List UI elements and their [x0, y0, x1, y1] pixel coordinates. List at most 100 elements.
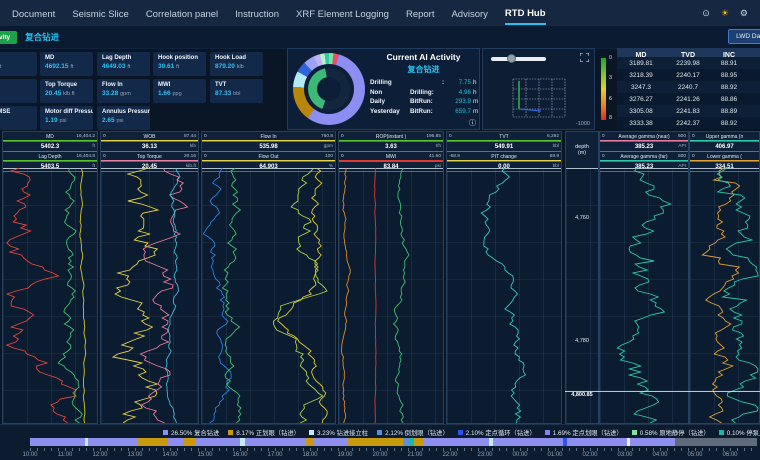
table-row[interactable]: 3333.38 2242.37 88.92 2	[617, 117, 760, 129]
survey-col-header[interactable]: TVD	[681, 51, 695, 59]
stat-cell: BitRun:	[410, 98, 433, 106]
timeline-segment[interactable]	[414, 438, 424, 446]
survey-cell: 3218.39	[629, 71, 653, 79]
timeline-segment[interactable]	[88, 438, 138, 446]
timeline-segment[interactable]	[168, 438, 183, 446]
timeline-segment[interactable]	[305, 438, 313, 446]
curve	[111, 167, 160, 424]
wellbore-3d-panel[interactable]: -1000	[482, 48, 595, 130]
table-row[interactable]: 3218.39 2240.17 88.95 1	[617, 69, 760, 81]
nav-item-xrf-element-logging[interactable]: XRF Element Logging	[296, 8, 389, 20]
nav-item-seismic-slice[interactable]: Seismic Slice	[72, 8, 129, 20]
timeline-segment[interactable]	[240, 438, 245, 446]
activity-title: Current AI Activity	[386, 52, 461, 62]
track-value-row: 64.903%	[202, 161, 335, 172]
curve-unit: API	[678, 144, 686, 149]
top-navigation: Document Seismic Slice Correlation panel In…	[0, 0, 760, 26]
track-scale-row: 0 Lower gamma (	[690, 152, 759, 161]
survey-col-header[interactable]: INC	[722, 51, 736, 59]
track-plot-area[interactable]	[202, 167, 335, 424]
legend-item-停泵上提: 0.10% 停泵上提	[718, 428, 760, 437]
timeline-segment[interactable]	[627, 438, 630, 446]
legend-swatch	[228, 430, 234, 435]
timeline-segment[interactable]	[348, 438, 403, 446]
fullscreen-icon[interactable]	[580, 53, 589, 62]
timeline-segment[interactable]	[85, 438, 88, 446]
info-icon[interactable]: ⓘ	[469, 120, 476, 127]
track-plot-area[interactable]	[690, 167, 759, 424]
timeline-segment[interactable]	[424, 438, 489, 446]
track-plot-area[interactable]	[447, 167, 561, 424]
survey-cell: 2241.83	[676, 107, 700, 115]
nav-item-document[interactable]: Document	[12, 8, 56, 20]
curve-value: 549.91	[494, 143, 514, 150]
theme-sun-icon[interactable]: ☀	[720, 7, 729, 18]
table-row[interactable]: 3305.08 2241.83 88.89 1	[617, 105, 760, 117]
activity-badge[interactable]: tivity	[0, 30, 18, 44]
timeline-segment[interactable]	[30, 438, 85, 446]
activity-timeline-bar[interactable]	[30, 438, 757, 446]
kpi-card-annulus-pressure-: Annulus Pressure... 2.65 psi	[97, 106, 150, 130]
timeline-segment[interactable]	[630, 438, 675, 446]
scale-max: 500	[677, 134, 686, 139]
timeline-segment[interactable]	[563, 438, 567, 446]
wellbore-3d-grid	[512, 78, 566, 118]
timeline-segment[interactable]	[675, 438, 757, 446]
colorbar-tick: 0	[609, 55, 613, 61]
curve-unit: gpm	[323, 144, 333, 149]
survey-cell: 3333.38	[629, 119, 653, 127]
survey-cell: 1	[747, 108, 760, 115]
curve	[221, 167, 242, 424]
gamma-track-11: 0 Upper gamma (n 406.97 0 Lower gamma (334.5…	[689, 131, 760, 424]
kpi-card-pm: PM rpm	[0, 79, 37, 103]
activity-donut-chart[interactable]	[293, 53, 365, 125]
curve	[374, 168, 377, 424]
track-plot-area[interactable]	[339, 167, 443, 424]
table-row[interactable]: 3276.27 2241.26 88.86 1	[617, 93, 760, 105]
scale-max: 87.44	[183, 134, 196, 139]
nav-item-correlation-panel[interactable]: Correlation panel	[145, 8, 219, 20]
table-row[interactable]: 3247.3 2240.7 88.92 1	[617, 81, 760, 93]
kpi-unit: psi	[116, 118, 124, 124]
survey-col-header[interactable]: MD	[635, 51, 647, 59]
survey-table[interactable]: MD TVD INC 3189.81 2239.98 88.91 1 3218.39 2240.…	[617, 48, 760, 130]
survey-cell: 1	[747, 96, 760, 103]
curve-value: 83.84	[383, 163, 399, 170]
kpi-unit: klb	[236, 64, 244, 70]
status-circle-icon[interactable]: ⊙	[702, 7, 710, 18]
activity-stat-row: Yesterday BitRun: 659.7 m	[370, 107, 478, 117]
timeline-segment[interactable]	[403, 438, 409, 446]
timeline-segment[interactable]	[313, 438, 348, 446]
nav-item-advisory[interactable]: Advisory	[451, 8, 488, 20]
kpi-value: 4692.15 ft	[45, 63, 74, 70]
timeline-segment[interactable]	[183, 438, 195, 446]
stat-cell: :	[442, 79, 445, 87]
stat-cell: 7.75	[458, 79, 471, 87]
curve	[5, 167, 78, 424]
scale-min: 0	[103, 154, 106, 159]
kpi-value: 1.66 ppg	[158, 90, 182, 97]
kpi-value: 15 ft	[0, 63, 32, 70]
stat-cell: 293.9	[455, 98, 471, 106]
timeline-segment[interactable]	[245, 438, 305, 446]
slider-knob[interactable]	[507, 54, 516, 63]
depth-scale-label: -1000	[575, 121, 590, 127]
timeline-segment[interactable]	[195, 438, 240, 446]
timeline-segment[interactable]	[409, 438, 414, 446]
timeline-segment[interactable]	[493, 438, 563, 446]
track-header: 0 Upper gamma (n 406.97 0 Lower gamma (334.5…	[690, 132, 759, 172]
nav-item-instruction[interactable]: Instruction	[235, 8, 279, 20]
nav-item-report[interactable]: Report	[405, 8, 435, 20]
nav-item-rtd-hub[interactable]: RTD Hub	[504, 2, 546, 25]
track-plot-area[interactable]	[101, 167, 198, 424]
timeline-segment[interactable]	[138, 438, 168, 446]
lwd-data-button[interactable]: LWD Dat	[728, 29, 760, 44]
settings-gear-icon[interactable]: ⚙	[739, 7, 748, 18]
timeline-segment[interactable]	[489, 438, 493, 446]
view-slider[interactable]	[491, 54, 546, 63]
track-plot-area[interactable]	[3, 167, 97, 424]
track-plot-area[interactable]	[600, 167, 688, 424]
timeline-segment[interactable]	[567, 438, 627, 446]
table-row[interactable]: 3189.81 2239.98 88.91 1	[617, 57, 760, 69]
